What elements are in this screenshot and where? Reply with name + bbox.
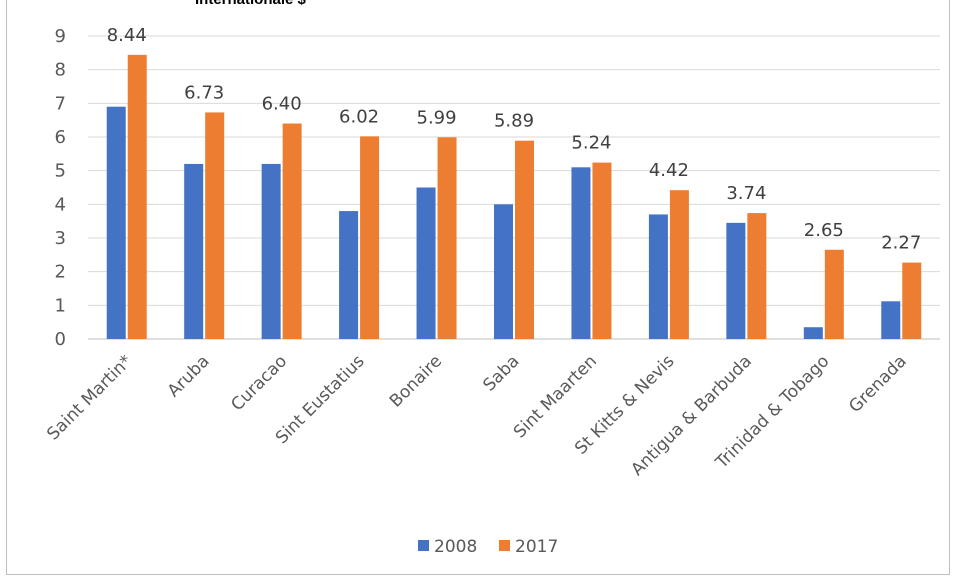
x-tick-label: Saint Martin* bbox=[43, 351, 136, 444]
bar-2017 bbox=[669, 190, 689, 339]
bar-2008 bbox=[726, 222, 746, 339]
bar-2017 bbox=[282, 123, 302, 340]
data-label-2017: 4.42 bbox=[649, 160, 689, 181]
y-tick-label: 9 bbox=[55, 26, 66, 47]
bar-2008 bbox=[339, 211, 359, 339]
y-tick-label: 2 bbox=[55, 262, 66, 283]
data-label-2017: 2.27 bbox=[881, 233, 921, 254]
bar-2008 bbox=[106, 106, 126, 339]
data-labels: 8.44 6.73 6.40 6.02 5.99 5.89 5.24 4.42 3.74 2.65… bbox=[107, 25, 922, 254]
y-tick-label: 3 bbox=[55, 228, 66, 249]
bar-2017 bbox=[592, 162, 612, 339]
y-axis-ticks: 0 1 2 3 4 5 6 7 8 9 bbox=[55, 26, 66, 350]
bar-2017 bbox=[902, 262, 922, 339]
data-label-2017: 6.73 bbox=[184, 82, 224, 103]
legend-label-2017: 2017 bbox=[515, 537, 558, 557]
bar-2008 bbox=[571, 167, 591, 339]
y-tick-label: 6 bbox=[55, 127, 66, 148]
y-tick-label: 0 bbox=[55, 329, 66, 350]
data-label-2017: 5.89 bbox=[494, 111, 534, 132]
bar-2008 bbox=[648, 214, 668, 339]
bar-2017 bbox=[205, 112, 225, 339]
x-tick-label: Bonaire bbox=[386, 351, 446, 411]
y-tick-label: 1 bbox=[55, 295, 66, 316]
y-tick-label: 5 bbox=[55, 161, 66, 182]
bar-2017 bbox=[360, 136, 380, 339]
bar-2017 bbox=[437, 137, 457, 339]
bar-2008 bbox=[261, 163, 281, 339]
bar-2017 bbox=[515, 140, 534, 339]
legend-label-2008: 2008 bbox=[434, 537, 477, 557]
data-label-2017: 6.40 bbox=[262, 94, 302, 115]
data-label-2017: 3.74 bbox=[726, 183, 766, 204]
y-tick-label: 8 bbox=[55, 60, 66, 81]
bar-2017 bbox=[127, 54, 147, 339]
bar-2017 bbox=[747, 213, 767, 339]
bar-2008 bbox=[416, 187, 436, 339]
x-tick-label: Saba bbox=[479, 351, 523, 395]
data-label-2017: 5.99 bbox=[417, 107, 457, 128]
data-label-2017: 8.44 bbox=[107, 25, 147, 46]
legend-swatch-2008 bbox=[418, 540, 429, 551]
bar-2008 bbox=[184, 163, 204, 339]
data-label-2017: 2.65 bbox=[804, 220, 844, 241]
y-tick-label: 4 bbox=[55, 194, 66, 215]
legend-swatch-2017 bbox=[499, 540, 510, 551]
legend: 2008 2017 bbox=[418, 537, 558, 557]
chart-title: Internationale $ bbox=[195, 0, 306, 8]
x-tick-label: Grenada bbox=[845, 351, 911, 417]
bar-2008 bbox=[803, 327, 823, 339]
chart-frame bbox=[6, 0, 950, 575]
x-tick-label: Curacao bbox=[227, 351, 291, 415]
data-label-2017: 5.24 bbox=[571, 133, 611, 154]
x-tick-label: Aruba bbox=[164, 351, 214, 401]
bar-2008 bbox=[881, 301, 901, 339]
y-tick-label: 7 bbox=[55, 93, 66, 114]
gridlines bbox=[88, 35, 940, 340]
data-label-2017: 6.02 bbox=[339, 106, 379, 127]
bar-2017 bbox=[824, 249, 844, 339]
bars bbox=[106, 54, 922, 340]
bar-2008 bbox=[494, 204, 513, 339]
